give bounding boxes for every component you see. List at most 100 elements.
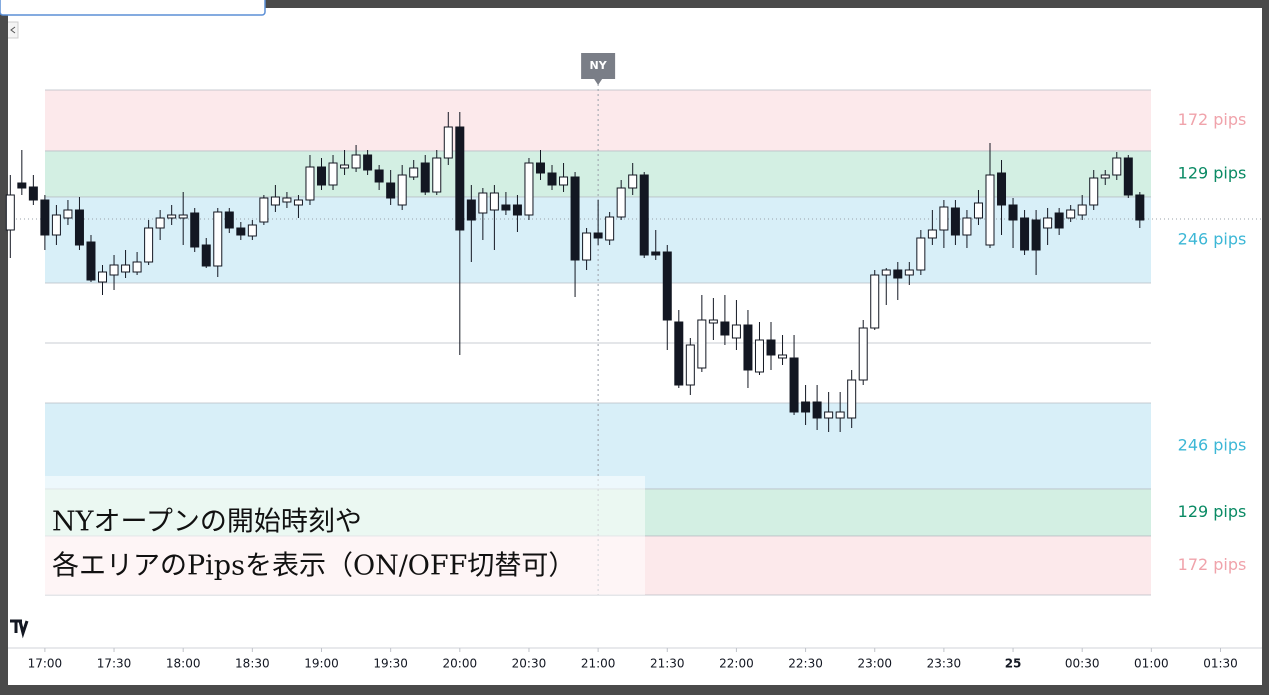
candle-body [1135,194,1145,221]
x-tick-label: 19:30 [373,657,408,671]
candle-body [443,126,453,159]
candle-body [835,411,845,419]
candle-body [720,321,730,336]
candle-body [5,194,15,231]
x-tick-label: 17:00 [28,657,63,671]
candle-body [51,214,61,236]
candle-body [789,357,799,413]
x-tick-label: 19:00 [304,657,339,671]
candle-body [432,157,442,193]
candle-body [881,269,891,276]
toolbar[interactable] [0,0,266,16]
candle-body [317,166,326,186]
zone-label: 129 pips [1178,164,1247,183]
zone-label: 246 pips [1178,230,1247,249]
candle-body [685,344,695,386]
x-tick-label: 18:30 [235,657,270,671]
candle-body [547,172,557,186]
candle-body [213,211,223,267]
x-tick-label: 20:00 [443,657,478,671]
candle-body [155,217,165,229]
candle-body [247,224,257,237]
candle-body [1100,174,1110,179]
candle-body [1112,157,1122,176]
candle-body [743,324,753,371]
candle-body [1020,217,1030,251]
candle-body [501,204,511,211]
candle-body [270,196,280,206]
candle-body [293,199,303,206]
candle-body [916,237,926,271]
candle-body [397,174,407,206]
collapse-arrow [10,26,16,34]
x-tick-label: 22:00 [719,657,754,671]
candle-body [893,269,903,279]
caption-box [45,476,645,595]
candle-body [1031,219,1041,251]
candle-body [259,197,269,223]
candle-body [178,214,188,219]
candle-body [109,264,119,276]
candle-body [86,241,96,281]
candle-body [420,162,430,193]
candle-body [801,401,811,413]
x-tick-label: 23:30 [927,657,962,671]
candle-body [708,319,718,324]
candle-body [1123,157,1133,196]
collapse-button[interactable] [8,21,19,39]
caption-line: 各エリアのPipsを表示（ON/OFF切替可） [52,551,575,582]
candle-body [939,206,949,231]
candle-body [489,192,499,211]
logo [10,619,29,639]
candle-body [190,212,200,248]
session-badge [581,53,616,85]
candle-body [858,327,868,381]
candle-body [973,202,983,219]
candle-body [40,199,50,236]
candle-body [74,209,84,246]
candle-body [63,209,73,219]
candle-body [582,232,592,261]
candle-body [535,162,545,174]
candle-body [1008,204,1018,221]
candle-body [132,261,142,273]
candle-body [570,176,580,261]
candle-body [524,162,534,216]
candle-body [674,321,684,386]
session-label: NY [590,59,608,72]
candle-body [697,319,707,369]
candle-body [363,154,373,171]
candle-body [328,162,338,186]
x-tick-label: 22:30 [788,657,823,671]
candle-body [731,324,741,339]
x-tick-label: 18:00 [166,657,201,671]
plot-area: 172 pips 129 pips 246 pips 246 pips 129 pips… [5,53,1262,596]
candle-body [1077,204,1087,216]
candle-body [662,251,672,321]
candle-body [374,169,384,183]
candle-body [639,174,649,256]
candle-body [98,271,108,283]
candle-body [927,229,937,239]
candle-body [167,214,177,219]
candle-body [628,174,638,189]
zone-label: 129 pips [1178,502,1247,521]
candle-body [478,192,488,214]
candle-body [224,211,234,229]
candle-body [904,269,914,276]
candle-body [985,174,995,246]
candle-body [1089,177,1099,206]
candle-body [351,154,361,169]
candle-body [593,232,603,239]
zone-label: 172 pips [1178,555,1247,574]
candle-body [121,264,131,273]
candle-body [824,411,834,419]
candle-body [1066,209,1076,219]
candle-body [28,186,38,201]
candle-body [962,217,972,236]
x-tick-label: 21:00 [581,657,616,671]
candle-body [616,187,626,218]
x-tick-label: 23:00 [857,657,892,671]
candle-body [305,166,315,201]
